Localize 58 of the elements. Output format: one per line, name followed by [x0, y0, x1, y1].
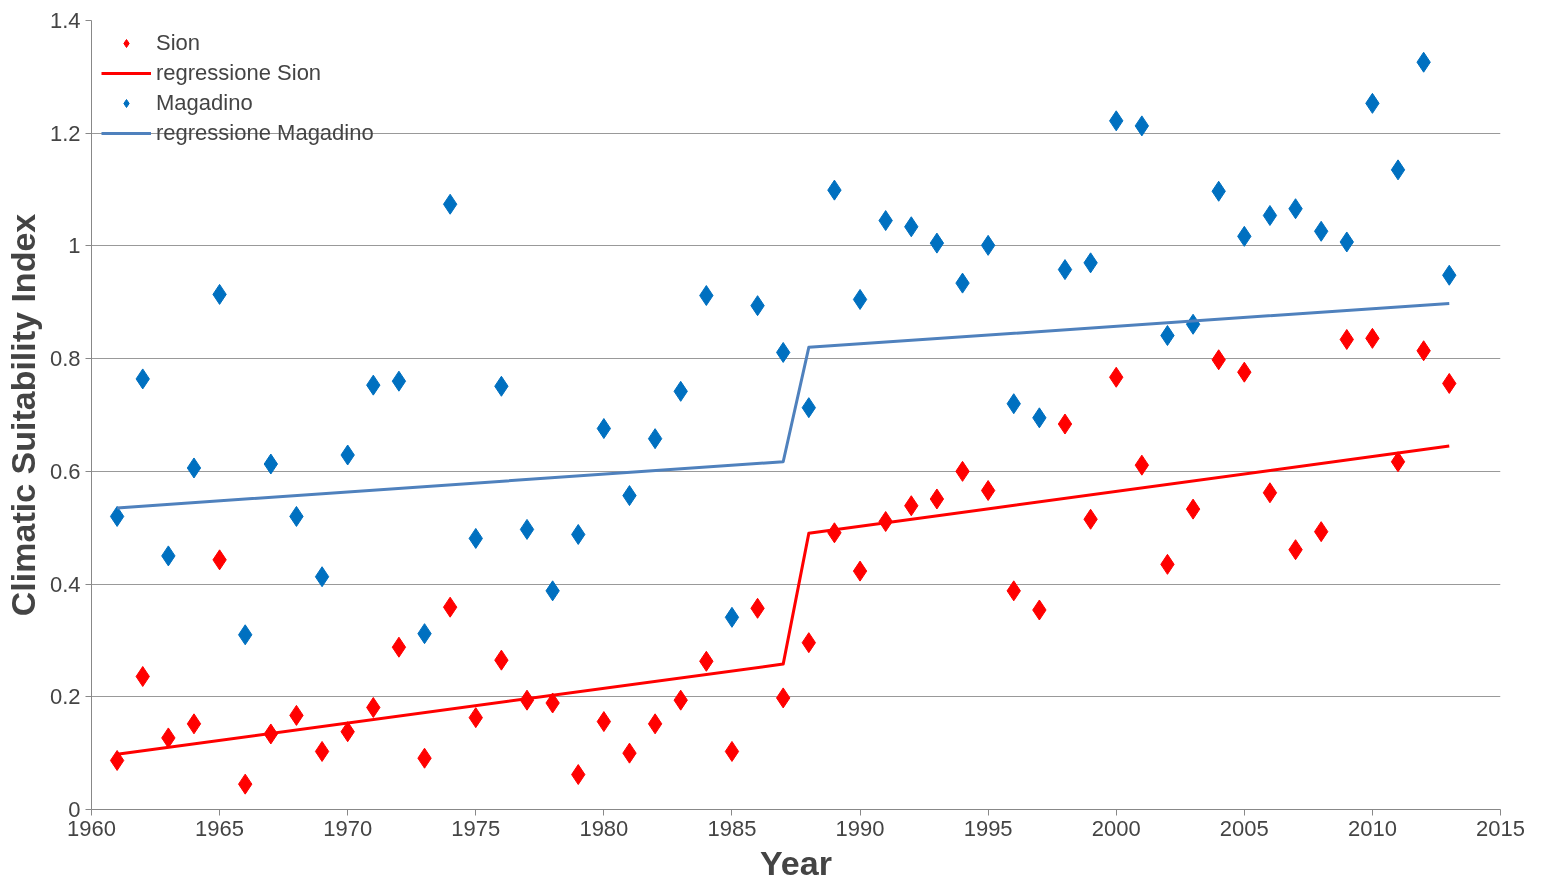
- point: [519, 518, 535, 540]
- point: [1185, 498, 1201, 520]
- y-tick-label: 1: [68, 233, 81, 259]
- point: [980, 234, 996, 256]
- x-tick-label: 1965: [195, 815, 245, 841]
- point: [724, 740, 740, 762]
- x-tick-label: 1985: [707, 815, 757, 841]
- x-tick-label: 1970: [323, 815, 373, 841]
- point: [647, 428, 663, 450]
- point: [852, 288, 868, 310]
- point: [109, 749, 125, 771]
- y-axis-title: Climatic Suitability Index: [3, 213, 42, 617]
- point: [1390, 159, 1406, 181]
- point: [442, 193, 458, 215]
- point: [1057, 413, 1073, 435]
- point: [852, 560, 868, 582]
- point: [391, 636, 407, 658]
- x-tick-label: 2005: [1219, 815, 1269, 841]
- x-tick-label: 2015: [1476, 815, 1525, 841]
- point: [1262, 205, 1278, 226]
- point: [929, 488, 945, 510]
- point: [1057, 259, 1073, 281]
- y-tick-label: 1.4: [49, 8, 81, 33]
- point: [724, 606, 740, 628]
- point: [1134, 454, 1150, 476]
- legend-label: Magadino: [156, 90, 253, 116]
- point: [186, 713, 202, 735]
- y-tick-label: 0: [68, 797, 81, 822]
- x-tick-label: 1995: [963, 815, 1013, 841]
- legend-label: Sion: [156, 30, 201, 56]
- y-tick-label: 0.6: [49, 458, 81, 484]
- point: [1134, 115, 1150, 137]
- y-tick-label: 0.4: [49, 571, 81, 597]
- point: [442, 596, 458, 618]
- point: [980, 480, 996, 502]
- point: [929, 232, 945, 254]
- point: [1390, 451, 1406, 473]
- legend-label: regressione Sion: [156, 60, 322, 86]
- point: [314, 740, 330, 762]
- point: [109, 505, 125, 527]
- point: [647, 713, 663, 735]
- x-tick-label: 2000: [1091, 815, 1141, 841]
- y-tick-label: 0.8: [49, 346, 81, 372]
- y-tick-label: 0.2: [49, 684, 81, 710]
- x-tick-label: 1975: [451, 815, 501, 841]
- point: [135, 666, 150, 687]
- x-tick-label: 2010: [1347, 815, 1397, 841]
- point: [1262, 482, 1278, 504]
- x-tick-label: 1980: [579, 815, 629, 841]
- x-axis-title: Year: [760, 843, 832, 882]
- x-tick-label: 1990: [835, 815, 885, 841]
- legend-label: regressione Magadino: [156, 120, 374, 146]
- point: [314, 566, 330, 588]
- point: [186, 457, 202, 479]
- point: [596, 711, 612, 733]
- point: [596, 418, 612, 440]
- point: [391, 370, 407, 392]
- y-tick-label: 1.2: [49, 120, 81, 146]
